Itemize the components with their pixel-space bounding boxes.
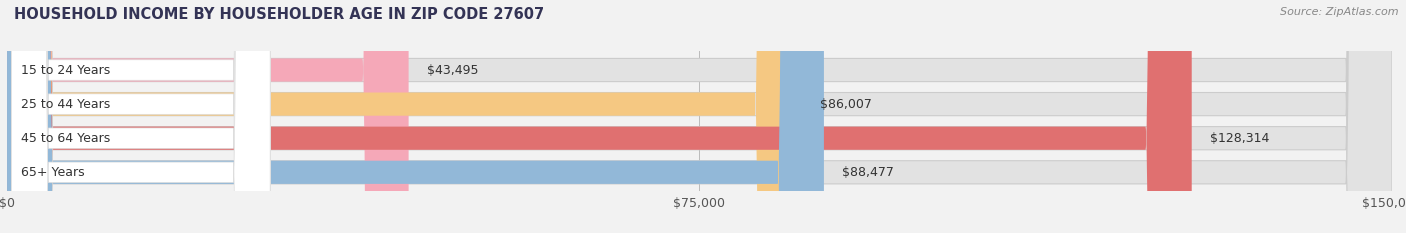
Text: $128,314: $128,314 [1211,132,1270,145]
FancyBboxPatch shape [7,0,409,233]
Text: 45 to 64 Years: 45 to 64 Years [21,132,110,145]
Text: HOUSEHOLD INCOME BY HOUSEHOLDER AGE IN ZIP CODE 27607: HOUSEHOLD INCOME BY HOUSEHOLDER AGE IN Z… [14,7,544,22]
FancyBboxPatch shape [7,0,801,233]
FancyBboxPatch shape [7,0,1392,233]
FancyBboxPatch shape [11,0,270,233]
FancyBboxPatch shape [7,0,1392,233]
FancyBboxPatch shape [7,0,1192,233]
Text: $86,007: $86,007 [820,98,872,111]
FancyBboxPatch shape [7,0,1392,233]
FancyBboxPatch shape [11,0,270,233]
Text: 25 to 44 Years: 25 to 44 Years [21,98,110,111]
FancyBboxPatch shape [7,0,1392,233]
FancyBboxPatch shape [11,0,270,233]
Text: Source: ZipAtlas.com: Source: ZipAtlas.com [1281,7,1399,17]
Text: 65+ Years: 65+ Years [21,166,84,179]
FancyBboxPatch shape [7,0,824,233]
FancyBboxPatch shape [11,0,270,233]
Text: $43,495: $43,495 [427,64,478,76]
Text: $88,477: $88,477 [842,166,894,179]
Text: 15 to 24 Years: 15 to 24 Years [21,64,110,76]
